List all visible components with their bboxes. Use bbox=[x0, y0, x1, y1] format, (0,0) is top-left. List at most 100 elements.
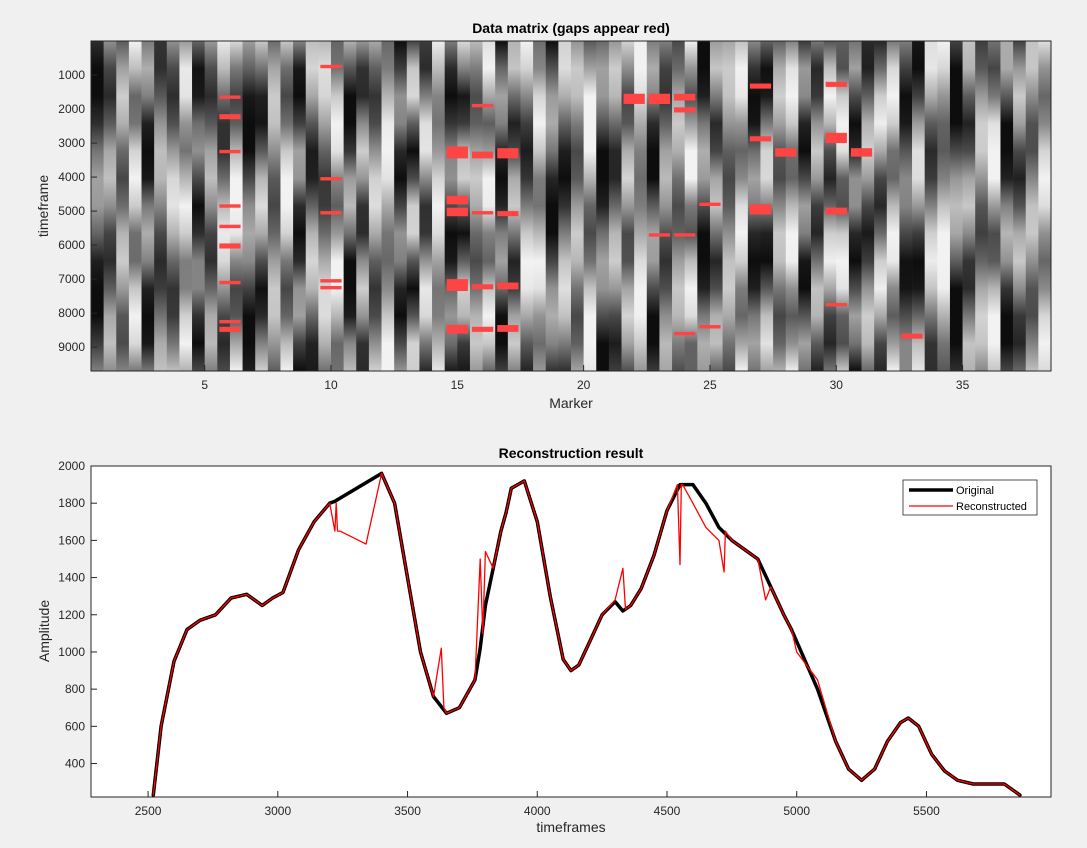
heatmap-x-tick-label: 15 bbox=[451, 378, 465, 392]
heatmap-frame bbox=[90, 40, 1052, 372]
heatmap-gap-marker-24 bbox=[674, 331, 696, 336]
heatmap-gap-marker-6 bbox=[219, 204, 241, 208]
heatmap-cell-marker-34 bbox=[924, 41, 938, 371]
heatmap-cell-marker-13 bbox=[394, 41, 408, 371]
heatmap-cell-marker-4 bbox=[166, 41, 180, 371]
heatmap-cell-marker-18 bbox=[533, 41, 547, 371]
heatmap-cell-marker-10 bbox=[318, 41, 332, 371]
heatmap-y-ticks: 1000 2000 3000 4000 5000 6000 7000 8000 9000 bbox=[58, 68, 97, 354]
heatmap-x-tick-label: 5 bbox=[201, 378, 208, 392]
heatmap-cell-marker-36 bbox=[987, 41, 1001, 371]
heatmap-x-tick-label: 10 bbox=[324, 378, 338, 392]
heatmap-cell-marker-7 bbox=[255, 41, 269, 371]
line-axes: Reconstruction result 2500 3000 3500 4000 45… bbox=[36, 445, 1052, 835]
heatmap-cell-marker-30 bbox=[836, 41, 850, 371]
heatmap-x-ticks: 5 10 15 20 25 30 35 bbox=[201, 365, 970, 392]
line-title: Reconstruction result bbox=[499, 445, 644, 461]
heatmap-gap-marker-10 bbox=[320, 211, 342, 215]
line-x-ticks: 2500 3000 3500 4000 4500 5000 5500 bbox=[135, 791, 940, 818]
line-y-tick-label: 600 bbox=[65, 719, 85, 733]
heatmap-cell-marker-26 bbox=[722, 41, 736, 371]
heatmap-gap-marker-6 bbox=[219, 149, 241, 154]
heatmap-gap-marker-16 bbox=[471, 284, 494, 290]
line-x-tick-label: 4500 bbox=[654, 804, 681, 818]
heatmap-y-tick-label: 7000 bbox=[58, 272, 85, 286]
heatmap-gap-marker-6 bbox=[219, 319, 241, 324]
heatmap-x-label: Marker bbox=[549, 395, 593, 411]
heatmap-cell-marker-3 bbox=[154, 41, 168, 371]
heatmap-cell-marker-28 bbox=[773, 41, 787, 371]
line-x-tick-label: 5000 bbox=[783, 804, 810, 818]
heatmap-cell-marker-31 bbox=[861, 41, 875, 371]
heatmap-gap-marker-6 bbox=[219, 243, 241, 249]
line-y-tick-label: 800 bbox=[65, 682, 85, 696]
series-reconstructed-line bbox=[152, 472, 1021, 796]
heatmap-gap-marker-6 bbox=[219, 224, 241, 229]
heatmap-gap-marker-27 bbox=[749, 204, 772, 215]
heatmap-cell-marker-26 bbox=[735, 41, 749, 371]
legend: Original Reconstructed bbox=[902, 479, 1038, 516]
heatmap-gap-marker-30 bbox=[825, 81, 847, 87]
heatmap-gap-marker-17 bbox=[497, 148, 519, 159]
heatmap-cell-marker-2 bbox=[116, 41, 130, 371]
heatmap-gap-marker-33 bbox=[901, 333, 923, 339]
heatmap-cell-marker-12 bbox=[368, 41, 382, 371]
heatmap-gap-marker-10 bbox=[320, 64, 342, 69]
legend-reconstructed-label: Reconstructed bbox=[956, 501, 1027, 513]
heatmap-cell-marker-18 bbox=[520, 41, 534, 371]
line-y-tick-label: 2000 bbox=[58, 459, 85, 473]
heatmap-title: Data matrix (gaps appear red) bbox=[472, 20, 670, 36]
line-series bbox=[151, 471, 1022, 797]
heatmap-cell-marker-9 bbox=[293, 41, 307, 371]
line-x-tick-label: 5500 bbox=[913, 804, 940, 818]
heatmap-gap-marker-6 bbox=[219, 114, 241, 120]
heatmap-gap-marker-15 bbox=[446, 195, 468, 205]
heatmap-cell-marker-28 bbox=[785, 41, 799, 371]
heatmap-cell-marker-14 bbox=[432, 41, 445, 371]
heatmap-y-label: timeframe bbox=[35, 175, 51, 237]
heatmap-cell-marker-37 bbox=[1000, 41, 1014, 371]
heatmap-cell-marker-23 bbox=[659, 41, 673, 371]
line-y-tick-label: 1200 bbox=[58, 608, 85, 622]
heatmap-gaps bbox=[219, 64, 923, 339]
heatmap-gap-marker-28 bbox=[775, 148, 797, 157]
heatmap-cell-marker-19 bbox=[545, 41, 559, 371]
heatmap-x-tick-label: 30 bbox=[830, 378, 844, 392]
heatmap-y-tick-label: 4000 bbox=[58, 170, 85, 184]
heatmap-gap-marker-15 bbox=[446, 207, 468, 217]
heatmap-gap-marker-10 bbox=[320, 177, 342, 181]
heatmap-gap-marker-15 bbox=[446, 325, 468, 334]
line-x-tick-label: 4000 bbox=[524, 804, 551, 818]
heatmap-cell-marker-38 bbox=[1025, 41, 1039, 371]
heatmap-gap-marker-24 bbox=[674, 233, 696, 237]
heatmap-gap-marker-27 bbox=[749, 83, 772, 89]
heatmap-cell-marker-9 bbox=[305, 41, 319, 371]
heatmap-gap-marker-31 bbox=[850, 148, 873, 157]
heatmap-y-tick-label: 9000 bbox=[58, 340, 85, 354]
heatmap-gap-marker-16 bbox=[471, 103, 494, 108]
line-y-tick-label: 400 bbox=[65, 757, 85, 771]
heatmap-gap-marker-6 bbox=[219, 326, 241, 332]
line-y-label: Amplitude bbox=[36, 600, 52, 662]
heatmap-columns bbox=[91, 41, 1052, 371]
heatmap-cell-marker-36 bbox=[975, 41, 989, 371]
heatmap-cell-marker-14 bbox=[419, 41, 433, 371]
heatmap-cell-marker-38 bbox=[1038, 41, 1052, 371]
heatmap-gap-marker-15 bbox=[446, 146, 468, 159]
heatmap-cell-marker-20 bbox=[583, 41, 597, 371]
heatmap-gap-marker-30 bbox=[825, 207, 847, 215]
heatmap-cell-marker-22 bbox=[634, 41, 648, 371]
heatmap-cell-marker-21 bbox=[608, 41, 622, 371]
heatmap-gap-marker-16 bbox=[471, 326, 494, 332]
heatmap-gap-marker-6 bbox=[219, 95, 241, 99]
heatmap-cell-marker-24 bbox=[684, 41, 698, 371]
heatmap-cell-marker-37 bbox=[1013, 41, 1027, 371]
heatmap-cell-marker-17 bbox=[507, 41, 521, 371]
line-plot-area bbox=[91, 466, 1051, 797]
heatmap-gap-marker-17 bbox=[497, 325, 519, 332]
legend-original-label: Original bbox=[956, 485, 994, 497]
line-y-tick-label: 1800 bbox=[58, 496, 85, 510]
heatmap-gap-marker-15 bbox=[446, 279, 468, 292]
line-y-ticks: 400 600 800 1000 1200 1400 1600 1800 2000 bbox=[58, 459, 97, 771]
heatmap-cell-marker-5 bbox=[192, 41, 205, 371]
